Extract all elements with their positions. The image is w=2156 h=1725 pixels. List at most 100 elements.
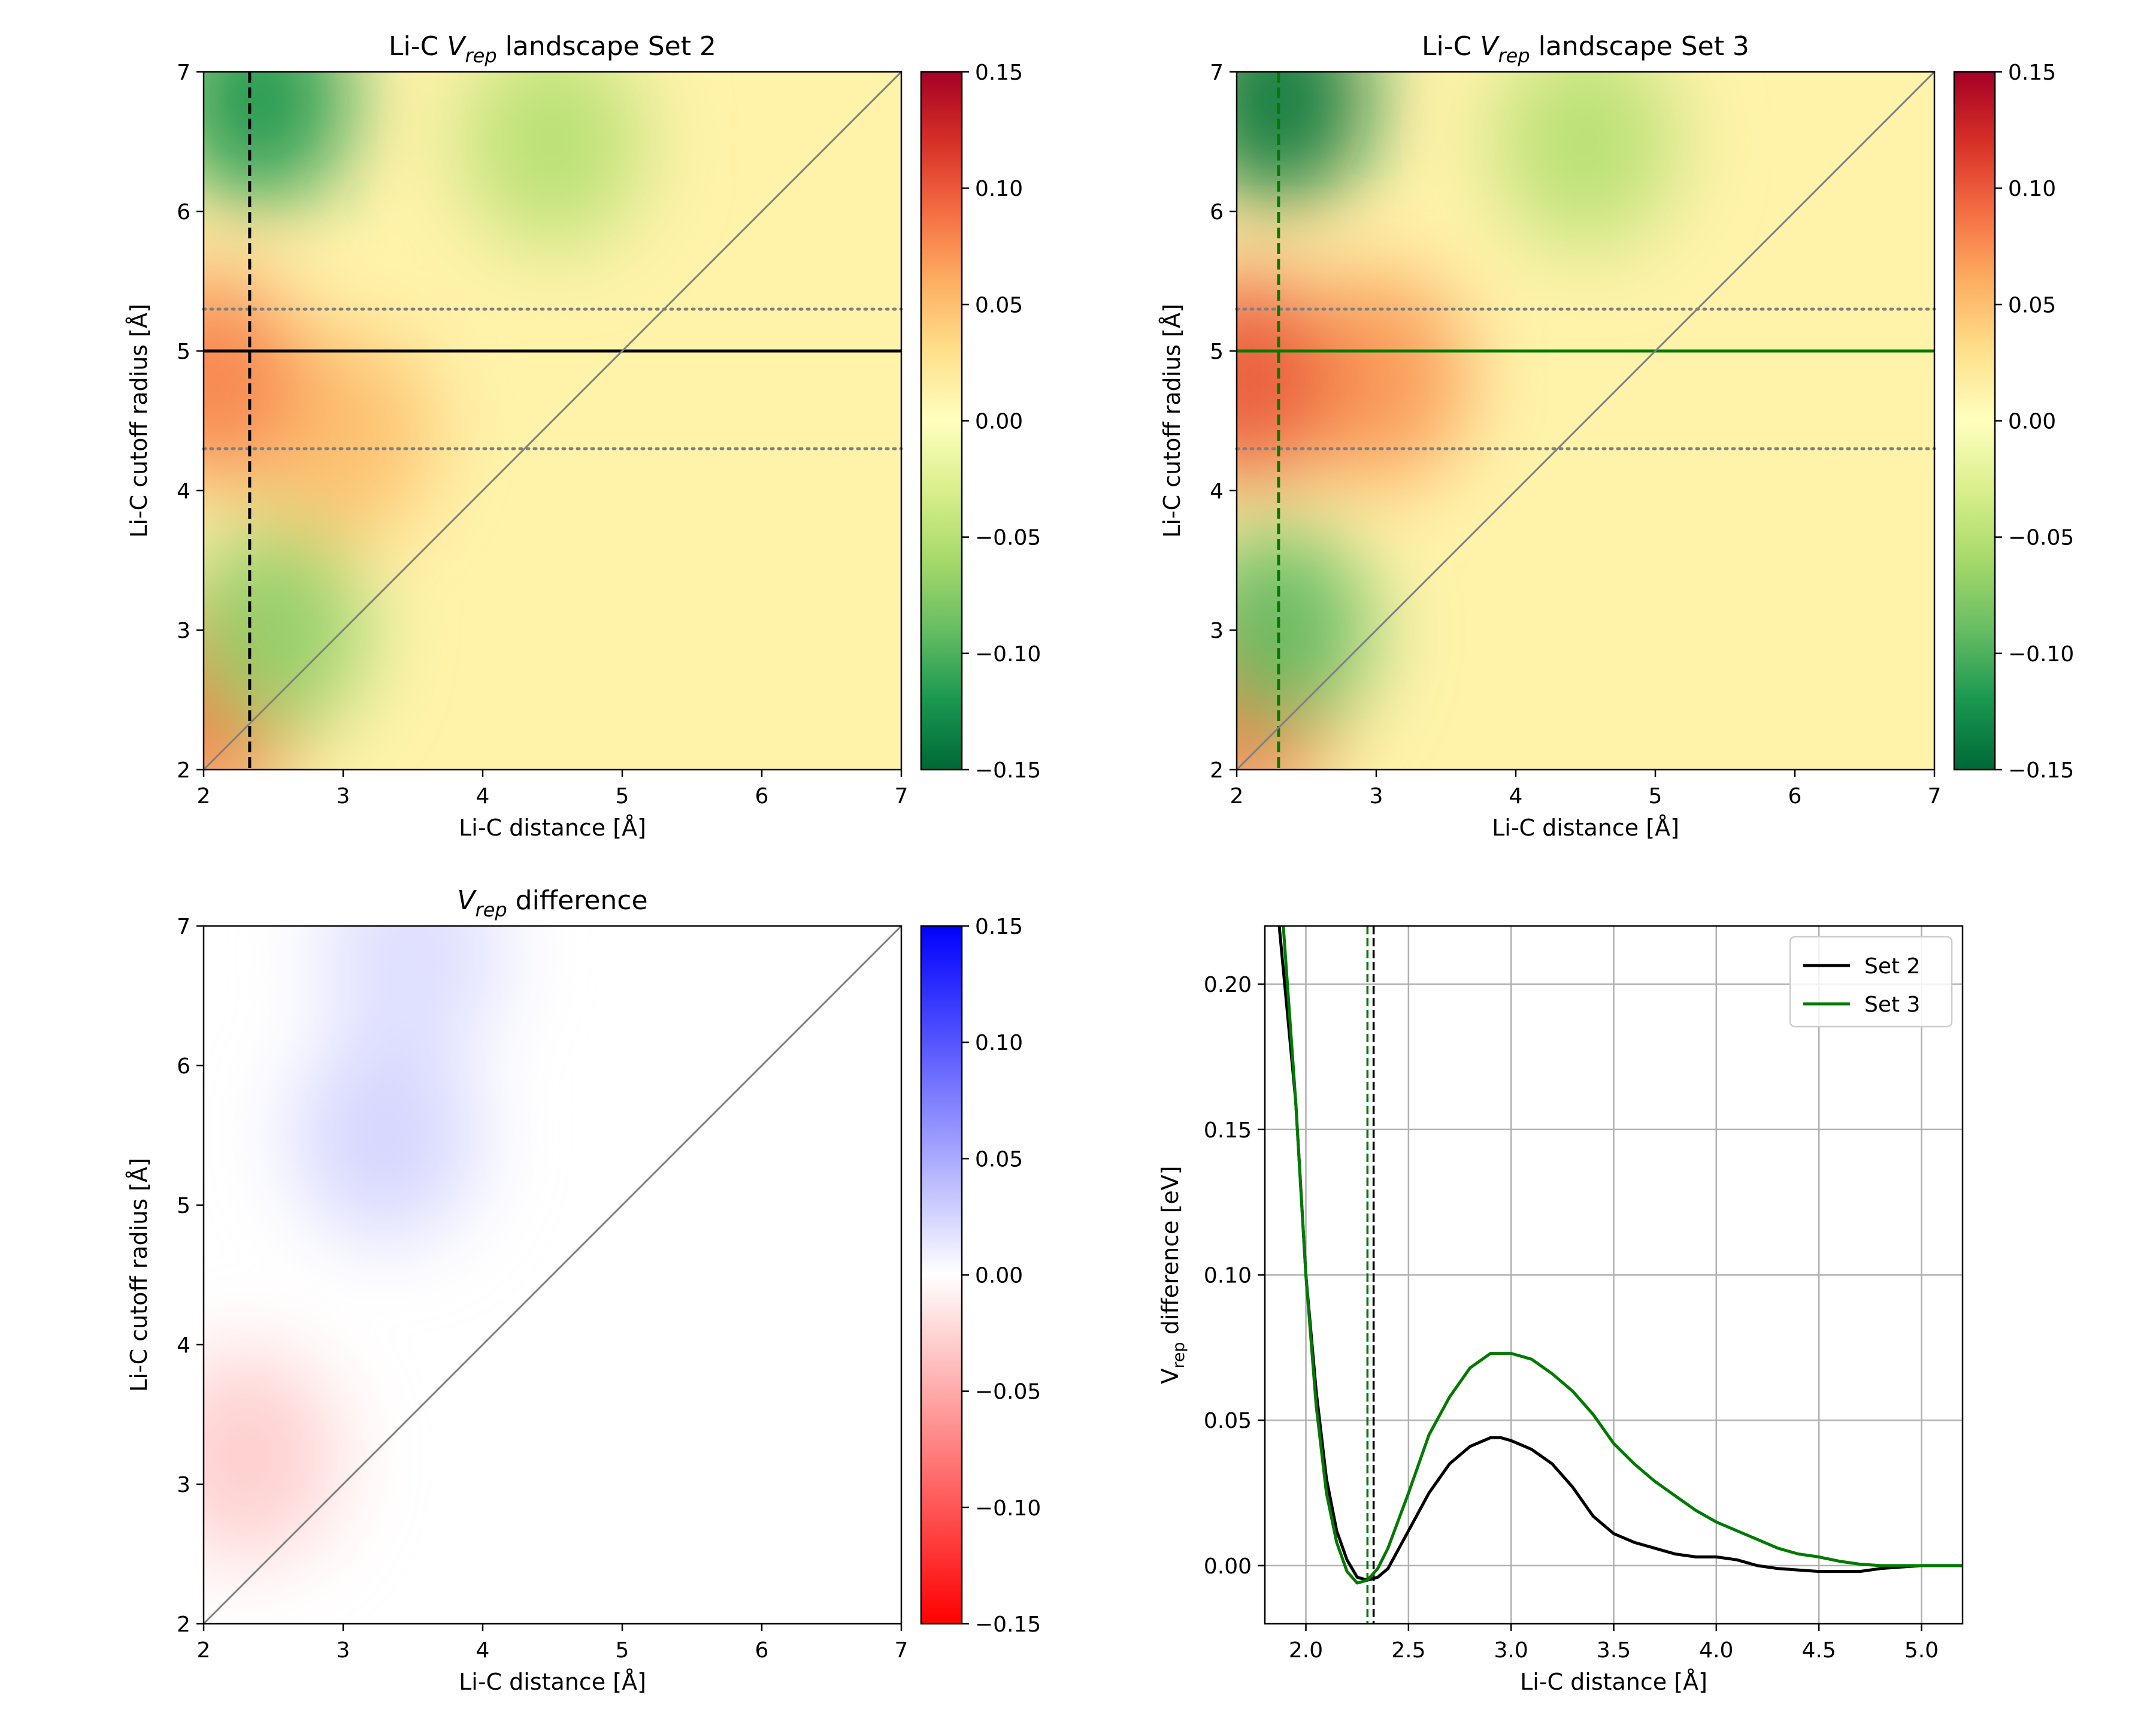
x-tick-label: 4 <box>476 784 490 809</box>
y-tick-label: 7 <box>177 60 190 85</box>
y-tick-label: 5 <box>1210 340 1224 364</box>
heatmap-1-hotspot-6 <box>204 525 364 735</box>
chart-title-3: Vrep difference <box>457 885 647 921</box>
colorbar-tick-label: −0.05 <box>975 1380 1041 1405</box>
heatmap-2-hotspot-2 <box>1237 274 1335 484</box>
x-axis-label: Li-C distance [Å] <box>459 1669 646 1695</box>
y-axis-label-rest: difference [eV] <box>1157 1166 1183 1342</box>
y-axis-label-v: V <box>1157 1369 1183 1384</box>
heatmap-1-hotspot-2 <box>204 274 302 484</box>
colorbar-tick-label: 0.10 <box>975 177 1023 201</box>
y-tick-label: 7 <box>1210 60 1224 85</box>
colorbar-tick-label: −0.05 <box>2008 526 2074 550</box>
chart-title-1-v: V <box>447 31 467 62</box>
chart-title-2-suffix: landscape Set 3 <box>1530 31 1749 62</box>
y-tick-label: 0.15 <box>1204 1118 1252 1143</box>
heatmap-2-blobs <box>1237 72 1676 770</box>
colorbar-2 <box>1953 71 1996 771</box>
axes-frame-4 <box>1264 925 1964 1625</box>
heatmap-2-hotspot-4 <box>1237 72 1370 205</box>
x-tick-label: 3.0 <box>1494 1638 1528 1663</box>
x-tick-label: 7 <box>895 784 909 809</box>
chart-title-1-prefix: Li-C <box>389 31 447 62</box>
x-tick-label: 4 <box>476 1638 490 1663</box>
colorbar-1 <box>920 71 963 771</box>
y-tick-label: 0.10 <box>1204 1264 1252 1288</box>
colorbar-tick-label: 0.10 <box>2008 177 2056 201</box>
y-tick-label: 0.00 <box>1204 1554 1252 1579</box>
legend-label: Set 3 <box>1864 992 1920 1017</box>
colorbar-tick-label: 0.15 <box>975 915 1023 939</box>
colorbar-tick-label: 0.05 <box>975 293 1023 317</box>
y-axis-label: Vrep difference [eV] <box>1157 1166 1188 1384</box>
heatmap-2-hotspot-5 <box>1495 72 1676 247</box>
x-axis-label: Li-C distance [Å] <box>1492 815 1679 841</box>
diagonal-line-3 <box>202 925 903 1625</box>
colorbar-tick-label: −0.10 <box>975 1496 1041 1521</box>
heatmap-panel-2: 22 3 3 4 4 5 5 6 6 7 7 Li-C distance [Å] Li-C cutoff… <box>1159 31 2074 841</box>
heatmap-1-blobs <box>204 72 643 770</box>
y-axis-label: Li-C cutoff radius [Å] <box>126 1158 152 1392</box>
chart-title-2: Li-C Vrep landscape Set 3 <box>1422 31 1749 67</box>
x-tick-label: 4 <box>1509 784 1523 809</box>
colorbar-3 <box>920 925 963 1625</box>
y-tick-label: 5 <box>177 340 190 364</box>
x-tick-label: 4.5 <box>1802 1638 1836 1663</box>
chart-title-3-suffix: difference <box>507 885 648 916</box>
x-tick-label: 6 <box>1788 784 1802 809</box>
heatmap-1-hotspot-4 <box>204 72 350 205</box>
diagonal-line-1 <box>202 71 903 771</box>
y-axis-label: Li-C cutoff radius [Å] <box>126 304 152 538</box>
chart-title-1: Li-C Vrep landscape Set 2 <box>389 31 716 67</box>
chart-title-2-sub: rep <box>1498 44 1530 67</box>
colorbar-tick-label: −0.10 <box>2008 642 2074 667</box>
y-tick-label: 4 <box>177 479 190 504</box>
axes-frame-2 <box>1236 71 1936 771</box>
heatmap-2-hotspot-6 <box>1237 525 1370 735</box>
line-panel: 2.0 2.5 3.0 3.5 4.0 4.5 5.0 0.00 0.05 0.10 0.15 0.2… <box>1157 925 1964 1695</box>
heatmap-3-hotspot-2 <box>294 1030 476 1240</box>
heatmap-2-field <box>1237 72 1676 770</box>
axes-frame-3 <box>202 925 903 1625</box>
x-axis-label: Li-C distance [Å] <box>459 815 646 841</box>
y-tick-label: 2 <box>1210 758 1224 783</box>
x-tick-label: 3.5 <box>1597 1638 1631 1663</box>
colorbar-tick-label: 0.15 <box>975 60 1023 85</box>
x-tick-label: 6 <box>755 784 769 809</box>
heatmap-2-hotspot-1 <box>1285 274 1467 484</box>
plot-area <box>1277 926 1963 1624</box>
colorbar-tick-label: 0.05 <box>975 1147 1023 1172</box>
y-tick-label: 2 <box>177 1612 190 1637</box>
colorbar-tick-label: 0.00 <box>2008 410 2056 434</box>
y-tick-label: 3 <box>177 619 190 643</box>
diagonal-line-2 <box>1236 71 1936 771</box>
y-tick-label: 4 <box>1210 479 1224 504</box>
colorbar-tick-label: −0.15 <box>975 758 1041 783</box>
y-tick-label: 3 <box>177 1473 190 1497</box>
x-tick-label: 6 <box>755 1638 769 1663</box>
legend-label: Set 2 <box>1864 954 1920 979</box>
y-axis-label: Li-C cutoff radius [Å] <box>1159 304 1185 538</box>
y-tick-label: 6 <box>177 1054 190 1079</box>
chart-title-3-v: V <box>457 885 477 916</box>
chart-title-2-prefix: Li-C <box>1422 31 1480 62</box>
colorbar-tick-label: 0.00 <box>975 410 1023 434</box>
colorbar-tick-label: −0.15 <box>975 1612 1041 1637</box>
y-tick-label: 0.20 <box>1204 973 1252 997</box>
colorbar-tick-label: 0.15 <box>2008 60 2056 85</box>
heatmap-3-blobs <box>204 926 504 1561</box>
x-tick-label: 3 <box>337 1638 350 1663</box>
chart-title-1-sub: rep <box>465 44 496 67</box>
y-tick-label: 5 <box>177 1194 190 1218</box>
x-tick-label: 5.0 <box>1904 1638 1939 1663</box>
chart-title-1-suffix: landscape Set 2 <box>497 31 716 62</box>
chart-title-2-v: V <box>1480 31 1500 62</box>
y-tick-label: 3 <box>1210 619 1224 643</box>
x-tick-label: 2 <box>197 1638 211 1663</box>
colorbar-tick-label: −0.15 <box>2008 758 2074 783</box>
y-axis-label-sub: rep <box>1170 1342 1188 1368</box>
x-tick-label: 2.5 <box>1391 1638 1425 1663</box>
x-tick-label: 3 <box>1370 784 1383 809</box>
